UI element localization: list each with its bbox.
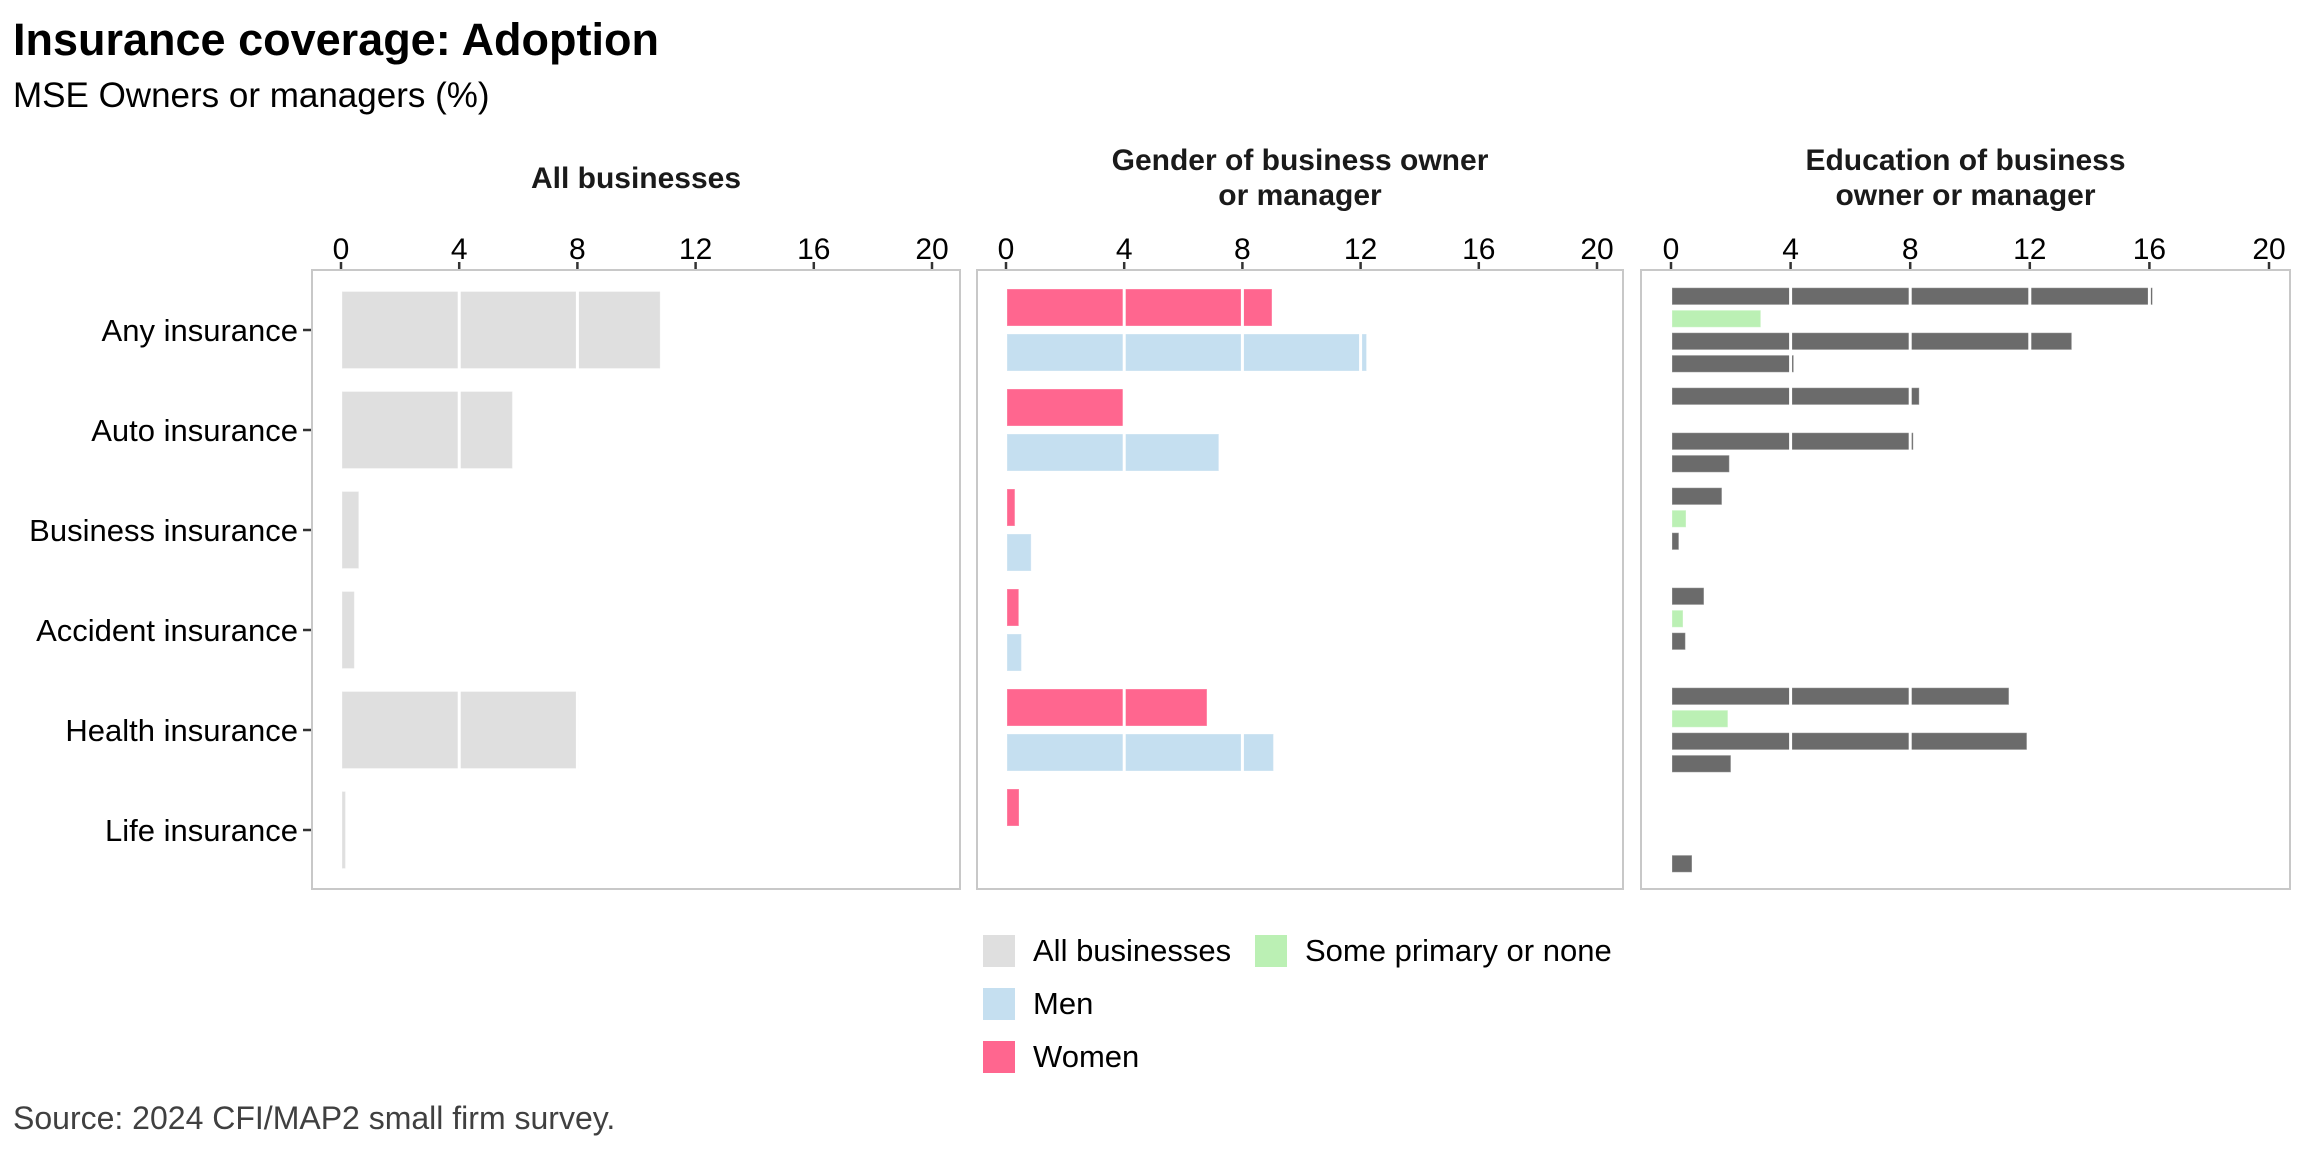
y-tick-label-business-insurance: Business insurance bbox=[29, 513, 298, 548]
x-tick-label: 16 bbox=[1462, 233, 1495, 266]
y-tick-label-auto-insurance: Auto insurance bbox=[91, 413, 298, 448]
chart-subtitle: MSE Owners or managers (%) bbox=[13, 76, 490, 115]
bar-men-any-insurance bbox=[1006, 333, 1368, 372]
legend-swatch-women bbox=[983, 1041, 1015, 1073]
bar-education-group-3-health-insurance bbox=[1671, 732, 2028, 751]
legend-label: Some primary or none bbox=[1305, 933, 1612, 968]
bar-all-businesses-accident-insurance bbox=[341, 591, 355, 669]
x-tick-label: 4 bbox=[451, 233, 468, 266]
panel-border bbox=[976, 269, 1624, 890]
bar-men-auto-insurance bbox=[1006, 433, 1220, 472]
legend-label: Women bbox=[1033, 1039, 1140, 1074]
panel-all-businesses: All businesses 0 4 8 12 16 20 bbox=[311, 162, 961, 890]
x-tick-label: 16 bbox=[797, 233, 830, 266]
x-tick-label: 8 bbox=[569, 233, 586, 266]
x-tick-label: 0 bbox=[333, 233, 350, 266]
bar-some-primary-or-none-any-insurance bbox=[1671, 309, 1762, 328]
x-tick-label: 20 bbox=[2252, 233, 2285, 266]
bar-education-group-3-any-insurance bbox=[1671, 332, 2073, 351]
bar-education-group-1-business-insurance bbox=[1671, 487, 1723, 506]
x-tick-label: 0 bbox=[998, 233, 1015, 266]
bar-all-businesses-auto-insurance bbox=[341, 391, 513, 469]
panel-title: owner or manager bbox=[1835, 179, 2095, 212]
bar-education-group-1-any-insurance bbox=[1671, 287, 2153, 306]
legend-item-men: Men bbox=[983, 986, 1093, 1022]
panel-title: All businesses bbox=[531, 162, 741, 195]
y-tick-label-life-insurance: Life insurance bbox=[105, 813, 298, 848]
legend-label: Men bbox=[1033, 986, 1094, 1021]
bar-women-business-insurance bbox=[1006, 488, 1016, 527]
chart-title: Insurance coverage: Adoption bbox=[13, 14, 659, 65]
x-tick-label: 8 bbox=[1234, 233, 1251, 266]
bar-men-accident-insurance bbox=[1006, 633, 1022, 672]
legend-item-women: Women bbox=[983, 1039, 1139, 1075]
bar-education-group-4-health-insurance bbox=[1671, 754, 1732, 773]
bar-education-group-4-auto-insurance bbox=[1671, 454, 1730, 473]
bar-all-businesses-life-insurance bbox=[341, 791, 346, 869]
bar-education-group-3-business-insurance bbox=[1671, 532, 1680, 551]
bar-education-group-3-auto-insurance bbox=[1671, 432, 1914, 451]
y-tick-label-accident-insurance: Accident insurance bbox=[36, 613, 298, 648]
panel-border bbox=[311, 269, 961, 890]
x-tick-label: 20 bbox=[1580, 233, 1613, 266]
bar-education-group-4-life-insurance bbox=[1671, 854, 1693, 873]
y-tick-label-any-insurance: Any insurance bbox=[102, 313, 298, 348]
bar-education-group-3-accident-insurance bbox=[1671, 632, 1686, 651]
y-tick-label-health-insurance: Health insurance bbox=[65, 713, 298, 748]
legend-swatch-some-primary-or-none bbox=[1255, 935, 1287, 967]
bar-some-primary-or-none-health-insurance bbox=[1671, 709, 1729, 728]
bar-women-auto-insurance bbox=[1006, 388, 1125, 427]
x-tick-label: 4 bbox=[1116, 233, 1133, 266]
legend-item-some-primary-or-none: Some primary or none bbox=[1255, 933, 1612, 969]
x-tick-label: 4 bbox=[1782, 233, 1799, 266]
legend-swatch-all-businesses bbox=[983, 935, 1015, 967]
panel-title: Gender of business owner bbox=[1112, 144, 1489, 177]
x-tick-label: 12 bbox=[1344, 233, 1377, 266]
legend-swatch-men bbox=[983, 988, 1015, 1020]
panel-title: or manager bbox=[1218, 179, 1382, 212]
bar-women-life-insurance bbox=[1006, 788, 1020, 827]
x-tick-label: 8 bbox=[1902, 233, 1919, 266]
bar-men-health-insurance bbox=[1006, 733, 1274, 772]
source-note: Source: 2024 CFI/MAP2 small firm survey. bbox=[13, 1100, 616, 1136]
bar-some-primary-or-none-business-insurance bbox=[1671, 509, 1687, 528]
x-tick-label: 0 bbox=[1663, 233, 1680, 266]
bar-some-primary-or-none-accident-insurance bbox=[1671, 609, 1684, 628]
x-tick-label: 16 bbox=[2133, 233, 2166, 266]
bar-all-businesses-any-insurance bbox=[341, 291, 661, 369]
x-tick-label: 12 bbox=[2013, 233, 2046, 266]
bar-education-group-1-auto-insurance bbox=[1671, 387, 1920, 406]
x-tick-label: 12 bbox=[679, 233, 712, 266]
bar-all-businesses-business-insurance bbox=[341, 491, 360, 569]
panel-border bbox=[1640, 269, 2291, 890]
bar-women-any-insurance bbox=[1006, 288, 1273, 327]
bar-women-health-insurance bbox=[1006, 688, 1208, 727]
bar-men-business-insurance bbox=[1006, 533, 1032, 572]
panel-title: Education of business bbox=[1805, 144, 2125, 177]
legend-label: All businesses bbox=[1033, 933, 1232, 968]
legend-item-all-businesses: All businesses bbox=[983, 933, 1231, 969]
x-tick-label: 20 bbox=[915, 233, 948, 266]
bar-education-group-1-health-insurance bbox=[1671, 687, 2010, 706]
bar-women-accident-insurance bbox=[1006, 588, 1020, 627]
bar-education-group-4-any-insurance bbox=[1671, 354, 1795, 373]
bar-education-group-1-accident-insurance bbox=[1671, 587, 1705, 606]
